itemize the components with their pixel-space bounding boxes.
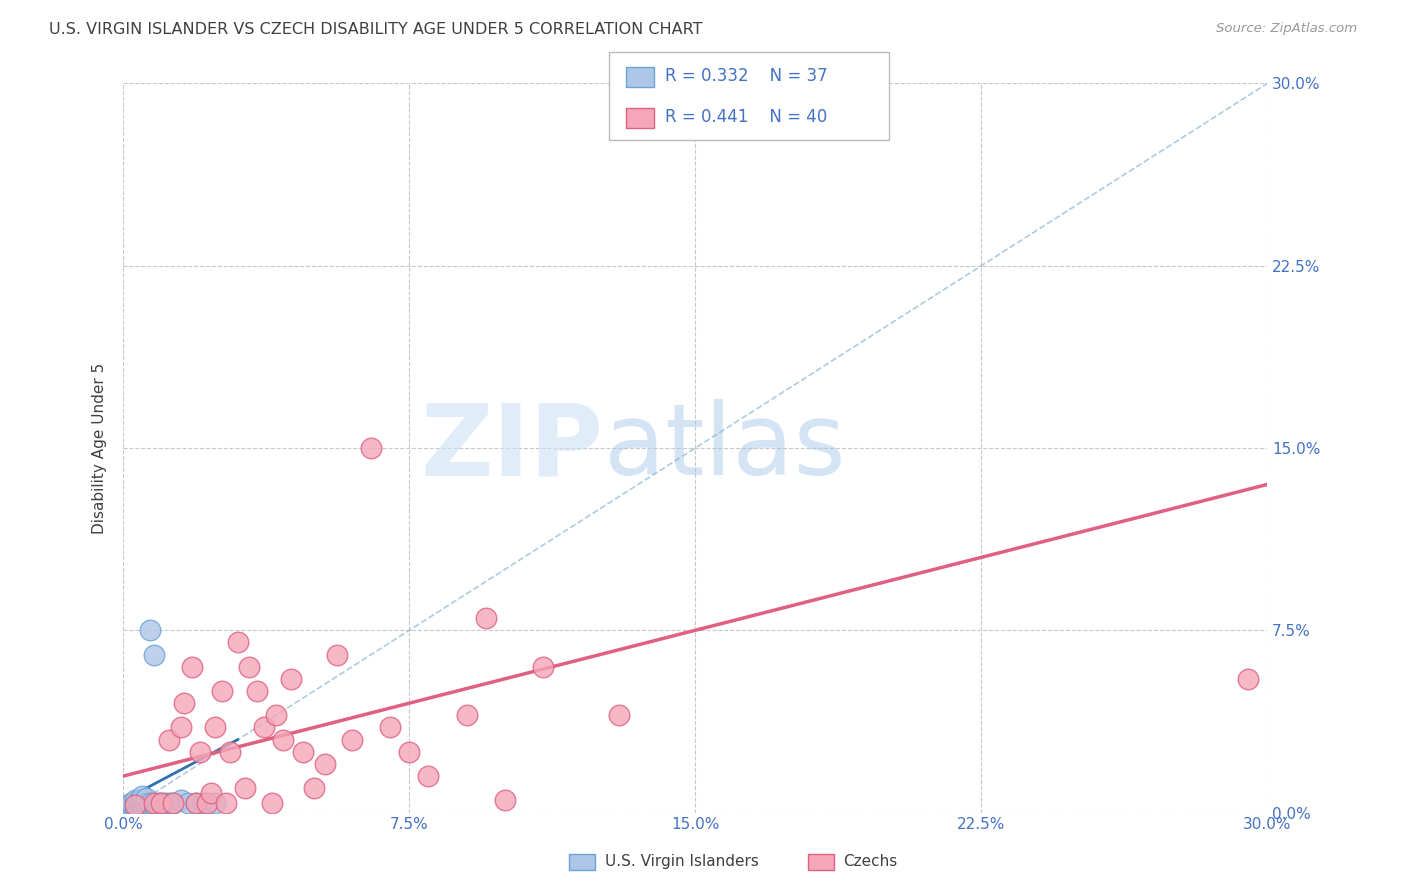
Point — [139, 624, 162, 638]
Point — [195, 796, 218, 810]
Text: Czechs: Czechs — [844, 855, 898, 869]
Point — [340, 732, 363, 747]
Point — [181, 659, 204, 673]
Point — [131, 800, 153, 814]
Point — [193, 796, 215, 810]
Point — [162, 796, 184, 810]
Point — [115, 800, 138, 814]
Point — [607, 708, 630, 723]
Point — [474, 611, 496, 625]
Point — [204, 721, 226, 735]
Point — [531, 659, 554, 673]
Text: Source: ZipAtlas.com: Source: ZipAtlas.com — [1216, 22, 1357, 36]
Point — [120, 798, 142, 813]
Point — [169, 721, 191, 735]
Point — [173, 696, 195, 710]
Point — [142, 648, 165, 662]
Point — [120, 796, 142, 810]
Point — [219, 745, 242, 759]
Point — [260, 796, 283, 810]
Point — [1237, 672, 1260, 686]
Point — [215, 796, 238, 810]
Point — [314, 756, 336, 771]
Text: U.S. Virgin Islanders: U.S. Virgin Islanders — [605, 855, 758, 869]
Point — [139, 796, 162, 810]
Point — [177, 796, 200, 810]
Point — [150, 796, 173, 810]
Point — [124, 798, 146, 813]
Point — [494, 793, 516, 807]
Point — [184, 796, 207, 810]
Point — [157, 796, 180, 810]
Point — [135, 791, 157, 805]
Point — [188, 745, 211, 759]
Point — [233, 781, 256, 796]
Point — [264, 708, 287, 723]
Point — [162, 796, 184, 810]
Text: R = 0.332    N = 37: R = 0.332 N = 37 — [665, 67, 828, 85]
Point — [273, 732, 295, 747]
Point — [169, 793, 191, 807]
Point — [155, 796, 177, 810]
Text: atlas: atlas — [603, 400, 845, 497]
Point — [128, 793, 150, 807]
Text: R = 0.441    N = 40: R = 0.441 N = 40 — [665, 108, 827, 126]
Point — [131, 793, 153, 807]
Point — [211, 684, 233, 698]
Point — [380, 721, 402, 735]
Point — [398, 745, 420, 759]
Point — [120, 800, 142, 814]
Point — [246, 684, 269, 698]
Point — [131, 789, 153, 803]
Point — [139, 798, 162, 813]
Point — [418, 769, 440, 783]
Point — [238, 659, 260, 673]
Point — [128, 798, 150, 813]
Point — [115, 798, 138, 813]
Point — [204, 796, 226, 810]
Point — [142, 798, 165, 813]
Point — [124, 798, 146, 813]
Point — [326, 648, 349, 662]
Point — [142, 796, 165, 810]
Point — [157, 732, 180, 747]
Point — [146, 796, 169, 810]
Point — [128, 796, 150, 810]
Point — [184, 796, 207, 810]
Y-axis label: Disability Age Under 5: Disability Age Under 5 — [93, 362, 107, 533]
Point — [131, 798, 153, 813]
Point — [124, 800, 146, 814]
Point — [226, 635, 249, 649]
Point — [128, 800, 150, 814]
Point — [253, 721, 276, 735]
Point — [456, 708, 478, 723]
Point — [360, 441, 382, 455]
Point — [135, 796, 157, 810]
Point — [135, 798, 157, 813]
Point — [200, 786, 222, 800]
Point — [280, 672, 302, 686]
Point — [131, 796, 153, 810]
Point — [302, 781, 325, 796]
Point — [146, 798, 169, 813]
Point — [124, 793, 146, 807]
Text: ZIP: ZIP — [420, 400, 603, 497]
Point — [150, 796, 173, 810]
Point — [291, 745, 314, 759]
Text: U.S. VIRGIN ISLANDER VS CZECH DISABILITY AGE UNDER 5 CORRELATION CHART: U.S. VIRGIN ISLANDER VS CZECH DISABILITY… — [49, 22, 703, 37]
Point — [124, 796, 146, 810]
